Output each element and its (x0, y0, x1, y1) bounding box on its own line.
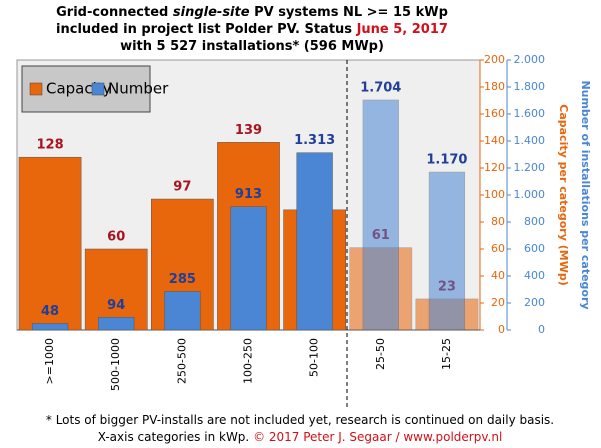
x-tick-label: 100-250 (242, 338, 255, 384)
title-part: single-site (173, 5, 250, 20)
bar (164, 291, 201, 331)
data-label: 139 (235, 123, 262, 138)
y2-tick-label: 800 (524, 215, 545, 228)
x-tick-label: 15-25 (440, 338, 453, 370)
title-part: Grid-connected (56, 5, 173, 20)
x-tick-label: 50-100 (308, 338, 321, 377)
bar (31, 323, 69, 331)
y-tick-label: 160 (484, 107, 505, 120)
y2-axis-label: Number of installations per category (579, 80, 592, 309)
y2-tick-label: 1.400 (514, 134, 546, 147)
y2-tick-label: 1.800 (514, 80, 546, 93)
y2-tick-label: 600 (524, 242, 545, 255)
y2-tick-label: 400 (524, 269, 545, 282)
footnote: * Lots of bigger PV-installs are not inc… (46, 413, 554, 427)
y2-tick-label: 200 (524, 296, 545, 309)
y-tick-label: 100 (484, 188, 505, 201)
y-tick-label: 40 (491, 269, 505, 282)
data-label: 1.170 (426, 153, 467, 168)
bar (84, 248, 148, 331)
footnote-part: X-axis categories in kWp. (98, 430, 253, 444)
title-part: with 5 527 installations* (596 MWp) (120, 39, 384, 54)
title-line: Grid-connected single-site PV systems NL… (56, 5, 448, 20)
y-axis-label: Capacity per category (MWp) (557, 104, 570, 285)
bar (362, 99, 399, 331)
data-label: 285 (169, 272, 196, 287)
y2-tick-label: 1.200 (514, 161, 546, 174)
legend-swatch (91, 82, 105, 96)
data-label: 60 (107, 230, 125, 245)
footnote: X-axis categories in kWp. © 2017 Peter J… (98, 430, 503, 444)
legend-label: Number (108, 80, 169, 98)
legend-swatch (29, 82, 43, 96)
data-label: 1.704 (360, 80, 401, 95)
bar (98, 317, 135, 331)
title-line: included in project list Polder PV. Stat… (56, 22, 448, 37)
bar (296, 152, 333, 331)
y-tick-label: 120 (484, 161, 505, 174)
data-label: 94 (107, 298, 125, 313)
data-label: 128 (37, 138, 64, 153)
y-tick-label: 80 (491, 215, 505, 228)
data-label: 1.313 (294, 133, 335, 148)
y-tick-label: 180 (484, 80, 505, 93)
x-tick-label: >=1000 (43, 338, 56, 384)
title-part: included in project list Polder PV. Stat… (56, 22, 357, 37)
x-tick-label: 250-500 (175, 338, 188, 384)
bar (428, 171, 466, 331)
y2-tick-label: 1.000 (514, 188, 546, 201)
legend-box (21, 65, 151, 113)
y-tick-label: 200 (484, 53, 505, 66)
y-tick-label: 60 (491, 242, 505, 255)
x-tick-label: 500-1000 (109, 338, 122, 391)
y2-tick-label: 1.600 (514, 107, 546, 120)
y-tick-label: 20 (491, 296, 505, 309)
data-label: 97 (173, 180, 191, 195)
y-tick-label: 0 (498, 323, 505, 336)
y-tick-label: 140 (484, 134, 505, 147)
data-label: 913 (235, 187, 262, 202)
bar (18, 156, 82, 331)
y2-tick-label: 0 (538, 323, 545, 336)
y2-tick-label: 2.000 (514, 53, 546, 66)
title-part: June 5, 2017 (356, 22, 448, 37)
title-line: with 5 527 installations* (596 MWp) (120, 39, 384, 54)
bar (230, 206, 267, 331)
x-tick-label: 25-50 (374, 338, 387, 370)
data-label: 48 (41, 304, 59, 319)
footnote-part: © 2017 Peter J. Segaar / www.polderpv.nl (253, 430, 502, 444)
title-part: PV systems NL >= 15 kWp (250, 5, 448, 20)
footnote-part: * Lots of bigger PV-installs are not inc… (46, 413, 554, 427)
